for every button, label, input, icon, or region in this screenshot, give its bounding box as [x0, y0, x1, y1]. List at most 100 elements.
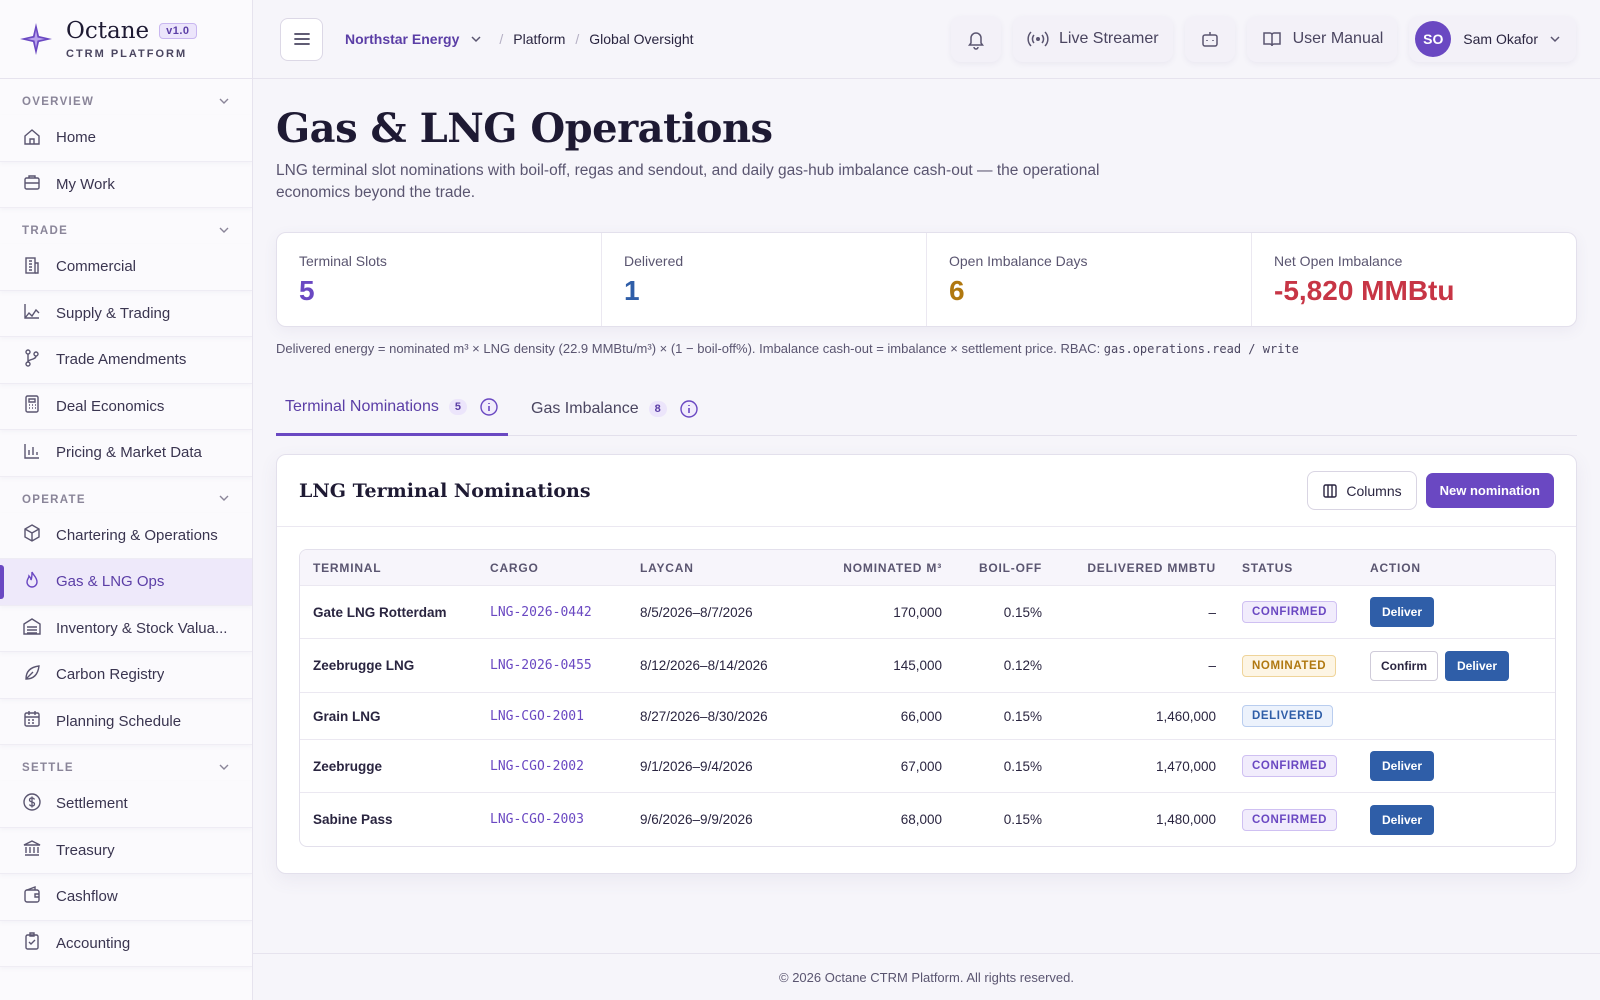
assistant-bot-button[interactable] — [1184, 16, 1235, 62]
info-icon[interactable] — [479, 397, 499, 417]
column-header[interactable]: ACTION — [1370, 560, 1421, 575]
sidebar-item-label: Supply & Trading — [56, 304, 171, 322]
kpi-net-open-imbalance: Net Open Imbalance -5,820 MMBtu — [1252, 233, 1576, 326]
breadcrumb-global-oversight[interactable]: Global Oversight — [589, 31, 694, 47]
deliver-button[interactable]: Deliver — [1370, 804, 1435, 835]
sidebar-item-settlement[interactable]: Settlement — [0, 781, 252, 828]
kpi-label: Open Imbalance Days — [949, 253, 1088, 269]
brand[interactable]: Octane v1.0 CTRM PLATFORM — [0, 0, 252, 79]
chevron-down-icon — [1550, 36, 1560, 43]
delivered-cell: 1,470,000 — [1155, 758, 1216, 774]
column-header[interactable]: STATUS — [1242, 560, 1294, 575]
sidebar-item-my-work[interactable]: My Work — [0, 162, 252, 208]
sidebar-nav: OVERVIEW Home My Work TRADE Commercial Supply… — [0, 89, 252, 967]
terminal-cell: Gate LNG Rotterdam — [313, 604, 447, 620]
notifications-button[interactable] — [951, 16, 1001, 62]
sidebar-item-chartering-operations[interactable]: Chartering & Operations — [0, 513, 252, 559]
sidebar-item-inventory-stock-valua[interactable]: Inventory & Stock Valua... — [0, 606, 252, 652]
leaf-icon — [22, 663, 56, 687]
user-manual-button[interactable]: User Manual — [1246, 16, 1398, 62]
cargo-link[interactable]: LNG-2026-0455 — [490, 658, 592, 673]
column-header[interactable]: DELIVERED MMBTU — [1087, 560, 1216, 575]
chevron-down-icon[interactable] — [218, 95, 230, 110]
nominated-cell: 66,000 — [900, 708, 942, 724]
tab-terminal-nominations[interactable]: Terminal Nominations 5 — [276, 381, 508, 436]
column-header[interactable]: CARGO — [490, 560, 539, 575]
menu-toggle-button[interactable] — [280, 17, 323, 61]
deliver-button[interactable]: Deliver — [1370, 751, 1435, 781]
nav-section-settle[interactable]: SETTLE — [0, 755, 252, 781]
clipboard-icon — [22, 931, 56, 955]
cargo-link[interactable]: LNG-CGO-2001 — [490, 708, 584, 724]
table-row[interactable]: Grain LNG LNG-CGO-2001 8/27/2026–8/30/2026… — [300, 693, 1555, 740]
laycan-cell: 9/1/2026–9/4/2026 — [640, 758, 753, 774]
building-icon — [22, 255, 56, 279]
deliver-button[interactable]: Deliver — [1445, 650, 1510, 681]
info-icon[interactable] — [679, 399, 699, 419]
sidebar-item-commercial[interactable]: Commercial — [0, 244, 252, 291]
deliver-button[interactable]: Deliver — [1370, 597, 1435, 627]
nav-section-overview[interactable]: OVERVIEW — [0, 89, 252, 115]
tab-gas-imbalance[interactable]: Gas Imbalance 8 — [522, 381, 708, 436]
sidebar-item-trade-amendments[interactable]: Trade Amendments — [0, 337, 252, 384]
laycan-cell: 8/5/2026–8/7/2026 — [640, 604, 753, 620]
sidebar-item-carbon-registry[interactable]: Carbon Registry — [0, 652, 252, 699]
package-icon — [22, 523, 56, 547]
sidebar-item-cashflow[interactable]: Cashflow — [0, 874, 252, 921]
user-menu[interactable]: SO Sam Okafor — [1409, 16, 1576, 62]
sidebar-item-deal-economics[interactable]: Deal Economics — [0, 384, 252, 430]
sidebar-item-planning-schedule[interactable]: Planning Schedule — [0, 699, 252, 745]
confirm-button[interactable]: Confirm — [1370, 650, 1438, 681]
sidebar-item-supply-trading[interactable]: Supply & Trading — [0, 291, 252, 337]
cargo-link[interactable]: LNG-2026-0442 — [490, 604, 592, 620]
chevron-down-icon[interactable] — [218, 761, 230, 776]
columns-button[interactable]: Columns — [1307, 471, 1417, 510]
table-row[interactable]: Zeebrugge LNG-CGO-2002 9/1/2026–9/4/2026 67… — [300, 740, 1555, 793]
card-title: LNG Terminal Nominations — [299, 479, 591, 502]
nav-section-trade[interactable]: TRADE — [0, 218, 252, 244]
bar-chart-icon — [22, 441, 56, 465]
calendar-icon — [22, 709, 56, 733]
table-row[interactable]: Sabine Pass LNG-CGO-2003 9/6/2026–9/9/2026… — [300, 793, 1555, 846]
cargo-link[interactable]: LNG-CGO-2003 — [490, 812, 584, 827]
chevron-down-icon[interactable] — [218, 224, 230, 239]
table-row[interactable]: Zeebrugge LNG LNG-2026-0455 8/12/2026–8/14… — [300, 639, 1555, 693]
cargo-link[interactable]: LNG-CGO-2002 — [490, 758, 584, 774]
sidebar-item-home[interactable]: Home — [0, 115, 252, 162]
table-row[interactable]: Gate LNG Rotterdam LNG-2026-0442 8/5/2026–… — [300, 586, 1555, 639]
sidebar-item-label: Commercial — [56, 258, 137, 276]
new-nomination-button[interactable]: New nomination — [1425, 473, 1554, 508]
live-streamer-label: Live Streamer — [1059, 30, 1159, 47]
column-header[interactable]: TERMINAL — [313, 560, 382, 575]
rbac-code: gas.operations.read / write — [1103, 342, 1299, 356]
sidebar-item-label: Planning Schedule — [56, 712, 182, 730]
kpi-value: 1 — [624, 275, 640, 306]
column-header[interactable]: LAYCAN — [640, 560, 694, 575]
nominated-cell: 170,000 — [893, 604, 942, 620]
column-header[interactable]: BOIL-OFF — [978, 560, 1042, 575]
sidebar-item-treasury[interactable]: Treasury — [0, 828, 252, 874]
action-cell: Deliver — [1356, 804, 1555, 835]
org-selector[interactable]: Northstar Energy — [345, 31, 460, 47]
sidebar-item-pricing-market-data[interactable]: Pricing & Market Data — [0, 430, 252, 477]
kpi-label: Net Open Imbalance — [1274, 253, 1403, 269]
chevron-down-icon[interactable] — [218, 492, 230, 507]
sidebar-item-gas-lng-ops[interactable]: Gas & LNG Ops — [0, 559, 252, 606]
terminal-cell: Grain LNG — [313, 708, 381, 724]
breadcrumb-platform[interactable]: Platform — [513, 31, 566, 47]
status-cell: CONFIRMED — [1216, 808, 1356, 831]
status-badge: CONFIRMED — [1242, 601, 1338, 623]
sidebar-item-accounting[interactable]: Accounting — [0, 921, 252, 967]
status-badge: CONFIRMED — [1242, 755, 1338, 777]
live-streamer-button[interactable]: Live Streamer — [1013, 16, 1173, 62]
book-icon — [1262, 32, 1281, 47]
column-header[interactable]: NOMINATED M³ — [843, 560, 942, 575]
status-cell: NOMINATED — [1216, 654, 1356, 677]
sidebar-item-label: Inventory & Stock Valua... — [56, 619, 228, 637]
kpi-delivered: Delivered 1 — [602, 233, 927, 326]
brand-subtitle: CTRM PLATFORM — [66, 48, 188, 60]
chevron-down-icon[interactable] — [469, 32, 483, 46]
boiloff-cell: 0.12% — [1003, 658, 1042, 673]
nav-section-operate[interactable]: OPERATE — [0, 487, 252, 513]
sidebar-item-label: Pricing & Market Data — [56, 444, 202, 462]
